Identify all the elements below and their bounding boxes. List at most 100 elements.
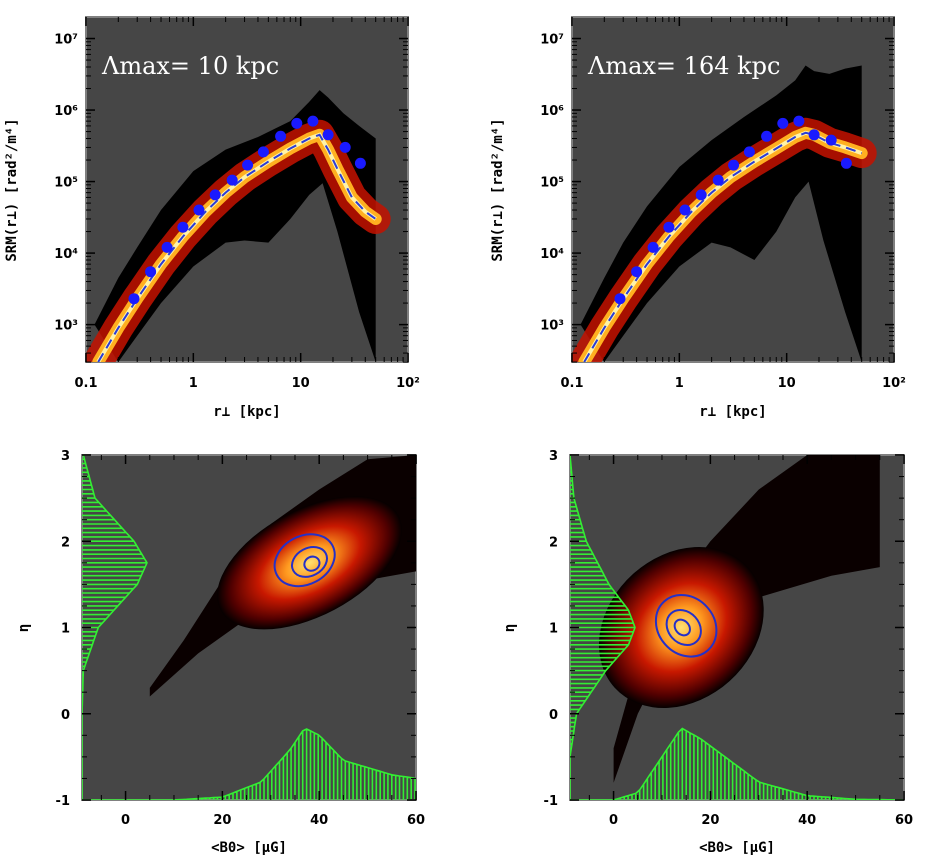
y-tick-label: 10³ <box>540 319 564 334</box>
y-tick-label: 1 <box>549 622 558 637</box>
x-tick-label: 10² <box>396 376 420 391</box>
y-tick-label: 1 <box>61 622 70 637</box>
panel-b0-eta-10kpc: 0 20 40 60 -1 0 1 2 3 <B0> [μG] η <box>16 449 425 856</box>
posterior-density-core <box>217 496 402 630</box>
x-tick-label: 0 <box>121 813 130 828</box>
panel-srm-10kpc: 0.1 1 10 10² 10³ 10⁴ 10⁵ 10⁶ 10⁷ Λmax= 10 kpc r… <box>4 16 420 420</box>
observed-point <box>209 189 221 201</box>
x-tick-label: 60 <box>895 813 913 828</box>
x-axis-label: r⊥ [kpc] <box>213 404 280 420</box>
posterior-density-core <box>598 546 764 709</box>
observed-point <box>161 241 173 253</box>
observed-point <box>307 115 319 127</box>
observed-point <box>257 146 269 158</box>
y-tick-label: -1 <box>56 794 70 809</box>
y-tick-label: 10⁴ <box>54 247 78 262</box>
observed-point <box>777 117 789 129</box>
x-ticks: 0 20 40 60 <box>100 455 425 828</box>
b0-marginal-histogram <box>570 727 904 800</box>
panel-b0-eta-164kpc: 0 20 40 60 -1 0 1 2 3 <B0> [μG] η <box>502 449 913 856</box>
y-axis-label: η <box>16 624 32 632</box>
x-tick-label: 0.1 <box>74 376 97 391</box>
observed-point <box>840 157 852 169</box>
contour-level <box>673 618 691 637</box>
x-axis-label: <B0> [μG] <box>699 840 775 856</box>
observed-point <box>177 221 189 233</box>
observed-point <box>354 157 366 169</box>
lambda-annotation: Λmax= 10 kpc <box>101 52 279 80</box>
observed-point <box>193 204 205 216</box>
y-ticks: 10³ 10⁴ 10⁵ 10⁶ 10⁷ <box>54 33 408 363</box>
observed-point <box>145 266 157 278</box>
x-tick-label: 10² <box>882 376 906 391</box>
observed-point <box>793 115 805 127</box>
x-tick-label: 0.1 <box>560 376 583 391</box>
observed-point <box>614 293 626 305</box>
model-dashed-line <box>583 131 863 362</box>
y-tick-label: 2 <box>549 535 558 550</box>
observed-points <box>614 115 852 305</box>
y-axis-label: η <box>502 624 518 632</box>
x-tick-label: 40 <box>798 813 816 828</box>
y-tick-label: 10³ <box>54 319 78 334</box>
observed-point <box>743 146 755 158</box>
x-tick-label: 0 <box>609 813 618 828</box>
x-ticks: 0 20 40 60 <box>588 455 913 828</box>
y-tick-label: 10⁶ <box>54 104 78 119</box>
observed-point <box>647 241 659 253</box>
observed-point <box>808 129 820 141</box>
x-tick-label: 20 <box>701 813 719 828</box>
contour-level <box>665 608 702 647</box>
observed-point <box>761 130 773 142</box>
observed-point <box>291 117 303 129</box>
lambda-annotation: Λmax= 164 kpc <box>587 52 780 80</box>
x-tick-label: 20 <box>213 813 231 828</box>
x-tick-label: 10 <box>292 376 310 391</box>
y-tick-label: 0 <box>549 708 558 723</box>
y-tick-label: 2 <box>61 535 70 550</box>
y-tick-label: 10⁵ <box>54 176 78 191</box>
contour-level <box>273 533 336 588</box>
y-ticks: -1 0 1 2 3 <box>56 449 416 809</box>
y-tick-label: 10⁷ <box>54 33 78 48</box>
y-tick-label: 10⁵ <box>540 176 564 191</box>
y-tick-label: 10⁷ <box>540 33 564 48</box>
contour-level <box>291 546 328 578</box>
y-axis-label: SRM(r⊥) [rad²/m⁴] <box>490 118 506 261</box>
x-tick-label: 1 <box>189 376 198 391</box>
contour-level <box>303 555 321 572</box>
contour-level <box>654 594 718 658</box>
x-tick-label: 1 <box>675 376 684 391</box>
x-ticks: 0.1 1 10 10² <box>74 17 420 391</box>
eta-marginal-histogram <box>570 455 636 800</box>
y-tick-label: 0 <box>61 708 70 723</box>
y-tick-label: 3 <box>61 449 70 464</box>
observed-point <box>712 174 724 186</box>
y-ticks: -1 0 1 2 3 <box>544 449 904 809</box>
x-tick-label: 10 <box>778 376 796 391</box>
x-ticks: 0.1 1 10 10² <box>560 17 906 391</box>
x-axis-label: r⊥ [kpc] <box>699 404 766 420</box>
y-axis-label: SRM(r⊥) [rad²/m⁴] <box>4 118 20 261</box>
posterior-density <box>613 455 880 783</box>
confidence-contours <box>273 533 336 588</box>
model-band <box>94 90 376 362</box>
observed-point <box>226 174 238 186</box>
y-tick-label: 10⁴ <box>540 247 564 262</box>
observed-point <box>728 159 740 171</box>
observed-point <box>663 221 675 233</box>
observed-points <box>128 115 366 305</box>
x-tick-label: 40 <box>310 813 328 828</box>
observed-point <box>679 204 691 216</box>
observed-point <box>631 266 643 278</box>
observed-point <box>275 130 287 142</box>
x-tick-label: 60 <box>407 813 425 828</box>
y-tick-label: -1 <box>544 794 558 809</box>
observed-point <box>242 159 254 171</box>
observed-point <box>128 293 140 305</box>
b0-marginal-histogram <box>82 728 416 800</box>
observed-point <box>825 134 837 146</box>
confidence-contours <box>654 594 718 658</box>
